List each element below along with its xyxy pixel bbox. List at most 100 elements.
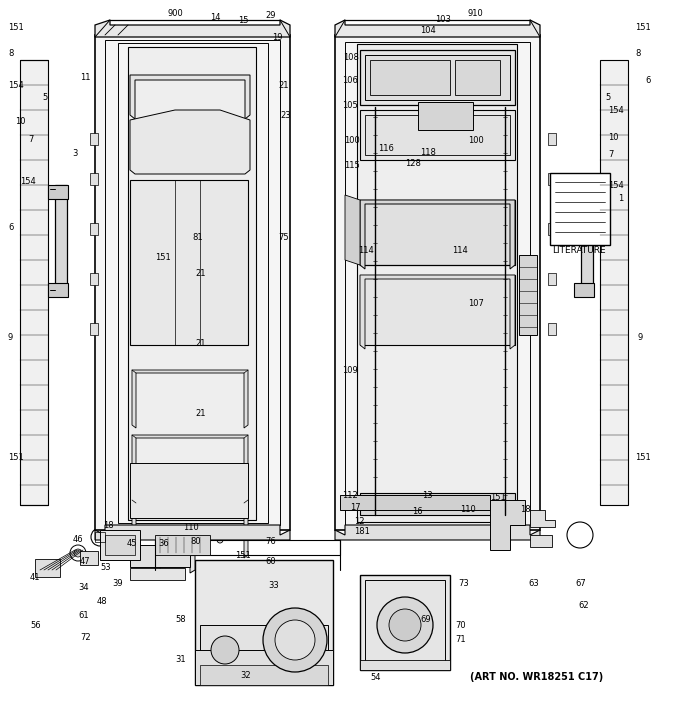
Text: 14: 14	[210, 12, 220, 22]
Bar	[155, 535, 210, 555]
Bar	[600, 60, 628, 505]
Text: 110: 110	[183, 523, 199, 532]
Bar	[519, 255, 537, 335]
Text: 62: 62	[578, 600, 589, 610]
Text: 58: 58	[175, 616, 186, 624]
Circle shape	[352, 524, 358, 530]
Circle shape	[74, 549, 82, 557]
Text: 15: 15	[238, 15, 248, 25]
Text: 6: 6	[8, 223, 14, 231]
Bar	[548, 273, 556, 285]
Polygon shape	[95, 20, 290, 37]
Text: 9: 9	[8, 333, 13, 341]
Text: 151: 151	[8, 22, 24, 31]
Circle shape	[427, 524, 433, 530]
Polygon shape	[155, 550, 195, 573]
Bar	[90, 133, 98, 145]
Circle shape	[263, 608, 327, 672]
Text: 69: 69	[420, 616, 430, 624]
Polygon shape	[490, 500, 525, 550]
Text: 11: 11	[80, 72, 90, 81]
Text: 73: 73	[458, 579, 469, 587]
Text: 151: 151	[635, 452, 651, 462]
Text: 70: 70	[455, 621, 466, 629]
Bar	[55, 185, 67, 295]
Text: 112: 112	[342, 491, 358, 500]
Text: 151: 151	[8, 452, 24, 462]
Polygon shape	[335, 20, 540, 37]
Text: 21: 21	[278, 80, 288, 89]
Text: 81: 81	[192, 233, 203, 241]
Text: 115: 115	[344, 160, 360, 170]
Text: 23: 23	[280, 110, 290, 120]
Text: 41: 41	[30, 573, 41, 581]
Bar	[360, 200, 515, 265]
Bar	[90, 323, 98, 335]
Text: 36: 36	[158, 539, 169, 547]
Text: 31: 31	[175, 655, 186, 665]
Polygon shape	[130, 75, 250, 119]
Text: 21: 21	[195, 268, 205, 278]
Text: 900: 900	[168, 9, 184, 17]
Text: 47: 47	[80, 558, 90, 566]
Text: 18: 18	[103, 521, 114, 529]
Bar	[90, 173, 98, 185]
Text: 48: 48	[97, 597, 107, 607]
Bar	[20, 60, 48, 505]
Bar	[418, 102, 473, 130]
Text: 910: 910	[468, 9, 483, 17]
Circle shape	[389, 609, 421, 641]
Circle shape	[217, 537, 223, 543]
Bar	[90, 273, 98, 285]
Circle shape	[377, 597, 433, 653]
Polygon shape	[335, 525, 540, 540]
Text: 1: 1	[618, 194, 624, 202]
Text: 103: 103	[435, 14, 451, 23]
Text: 104: 104	[420, 25, 436, 35]
Bar	[130, 568, 185, 580]
Text: 21: 21	[195, 339, 205, 347]
Bar	[581, 185, 593, 295]
Text: 7: 7	[28, 135, 33, 144]
Text: 151: 151	[155, 252, 171, 262]
Text: 5: 5	[605, 93, 610, 102]
Text: 29: 29	[265, 10, 275, 20]
Bar	[550, 173, 610, 245]
Text: 151: 151	[490, 492, 506, 502]
Text: 61: 61	[78, 610, 88, 619]
Bar	[105, 40, 280, 525]
Circle shape	[467, 524, 473, 530]
Text: 32: 32	[240, 671, 251, 679]
Text: 118: 118	[420, 147, 436, 157]
Text: 71: 71	[455, 636, 466, 645]
Bar	[365, 580, 445, 665]
Polygon shape	[530, 510, 555, 527]
Text: 67: 67	[575, 579, 585, 587]
Text: 39: 39	[112, 579, 122, 587]
Text: 17: 17	[350, 502, 360, 512]
Text: 16: 16	[412, 507, 423, 516]
Text: (ART NO. WR18251 C17): (ART NO. WR18251 C17)	[470, 672, 603, 682]
Bar	[360, 493, 515, 515]
Text: 5: 5	[42, 93, 47, 102]
Bar	[345, 42, 530, 525]
Bar	[548, 133, 556, 145]
Text: 108: 108	[343, 52, 359, 62]
Bar	[100, 530, 140, 560]
Text: 154: 154	[8, 80, 24, 89]
Bar	[340, 495, 490, 510]
Text: 75: 75	[278, 233, 288, 241]
Text: 154: 154	[608, 181, 624, 189]
Bar	[360, 275, 515, 345]
Polygon shape	[360, 275, 515, 349]
Text: 45: 45	[127, 539, 137, 547]
Text: 63: 63	[528, 579, 539, 587]
Text: 7: 7	[608, 149, 613, 159]
Bar	[360, 50, 515, 105]
Bar	[548, 223, 556, 235]
Bar	[200, 625, 328, 680]
Text: 34: 34	[78, 582, 88, 592]
Circle shape	[387, 524, 393, 530]
Text: 107: 107	[468, 299, 484, 307]
Text: 154: 154	[608, 106, 624, 115]
